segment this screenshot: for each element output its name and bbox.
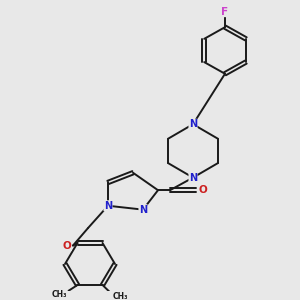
Text: CH₃: CH₃ <box>52 290 67 299</box>
Text: N: N <box>104 201 112 211</box>
Text: CH₃: CH₃ <box>113 292 128 300</box>
Text: N: N <box>189 172 197 183</box>
Text: O: O <box>63 241 71 250</box>
Text: N: N <box>189 119 197 129</box>
Text: N: N <box>139 205 147 214</box>
Text: O: O <box>199 185 207 195</box>
Text: F: F <box>221 7 229 16</box>
